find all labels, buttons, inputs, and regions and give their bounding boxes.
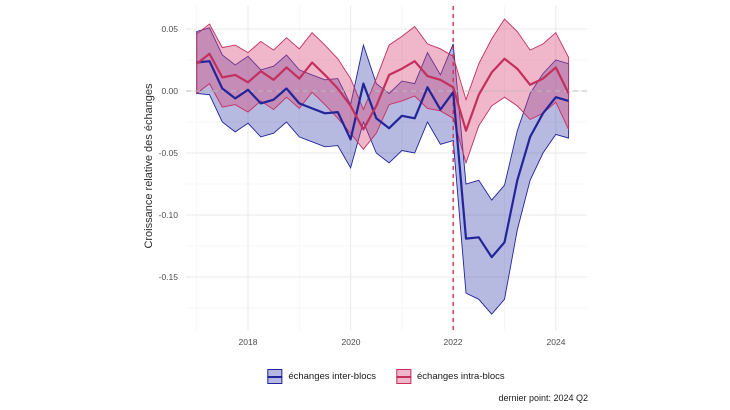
legend: échanges inter-blocs échanges intra-bloc…	[267, 369, 505, 384]
caption: dernier point: 2024 Q2	[498, 393, 588, 403]
y-tick-label: -0.05	[158, 148, 178, 158]
y-tick-label: -0.10	[158, 210, 178, 220]
line-inter-blocs	[196, 60, 569, 259]
y-axis-title: Croissance relative des échanges	[143, 83, 155, 249]
x-tick-label: 2018	[238, 337, 258, 347]
x-tick-label: 2024	[546, 337, 566, 347]
y-tick-label: 0.00	[161, 86, 178, 96]
x-tick-label: 2020	[341, 337, 361, 347]
line-intra-blocs	[196, 52, 570, 132]
legend-item-intra-blocs: échanges intra-blocs	[396, 369, 505, 384]
y-tick-label: -0.15	[158, 272, 178, 282]
legend-key-intra-blocs-icon	[396, 369, 411, 384]
legend-item-inter-blocs: échanges inter-blocs	[267, 369, 376, 384]
x-tick-label: 2022	[443, 337, 463, 347]
y-tick-label: 0.05	[161, 24, 178, 34]
gridlines-major	[186, 6, 587, 330]
legend-label-intra-blocs: échanges intra-blocs	[417, 371, 505, 382]
legend-key-inter-blocs-icon	[267, 369, 283, 384]
legend-label-inter-blocs: échanges inter-blocs	[288, 371, 376, 382]
gridlines-minor	[186, 6, 587, 330]
